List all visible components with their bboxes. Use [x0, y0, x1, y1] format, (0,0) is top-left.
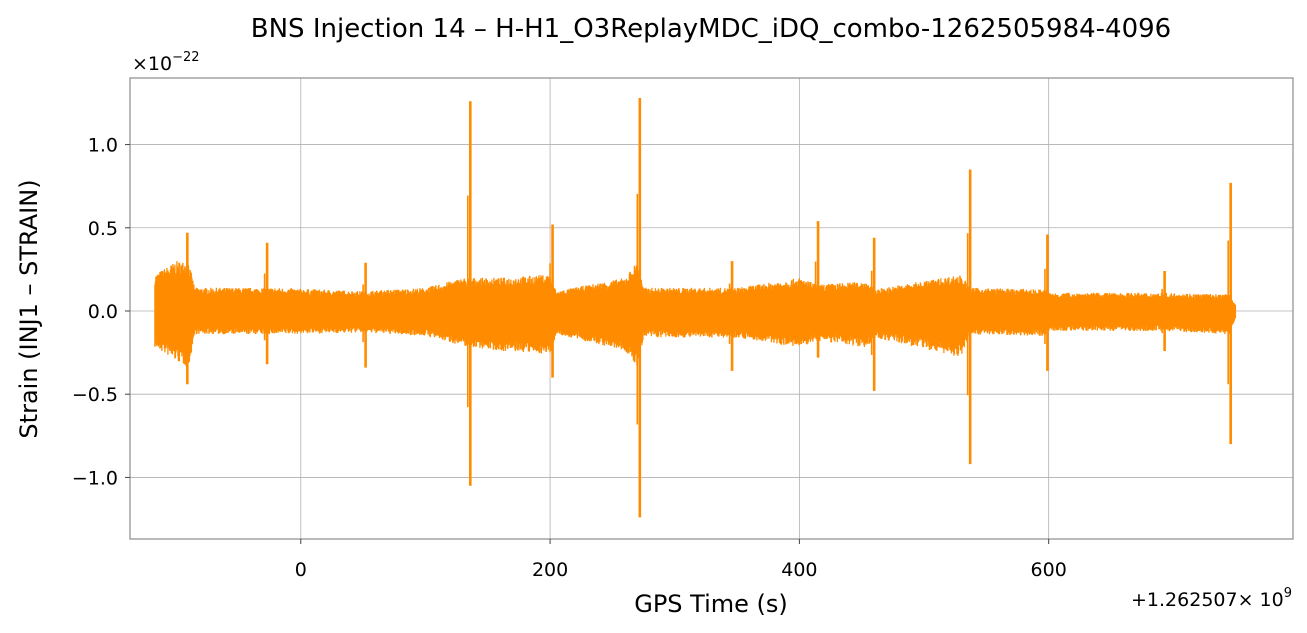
x-axis-label: GPS Time (s) — [634, 590, 788, 618]
ticks: 0 200 400 600 −1.0 −0.5 0.0 0.5 1.0 — [72, 135, 1067, 581]
chart-title: BNS Injection 14 – H-H1_O3ReplayMDC_iDQ_… — [251, 14, 1171, 44]
x-offset-label: +1.262507× 109 — [1131, 586, 1292, 611]
y-scale-multiplier: ×10−22 — [132, 50, 200, 75]
data-series — [154, 97, 1237, 518]
y-tick-label: −0.5 — [72, 384, 118, 406]
x-tick-label: 600 — [1031, 559, 1067, 581]
x-tick-label: 200 — [532, 559, 568, 581]
strain-series — [154, 261, 1237, 366]
y-axis-label: Strain (INJ1 – STRAIN) — [15, 179, 43, 438]
x-offset-value: +1.262507 — [1131, 589, 1238, 611]
x-tick-label: 0 — [295, 559, 307, 581]
y-tick-label: 1.0 — [88, 135, 118, 157]
y-tick-label: 0.5 — [88, 218, 118, 240]
x-tick-label: 400 — [781, 559, 817, 581]
y-tick-label: −1.0 — [72, 467, 118, 489]
y-tick-label: 0.0 — [88, 301, 118, 323]
y-scale-base: ×10 — [132, 53, 172, 75]
plot-frame — [129, 77, 1294, 540]
x-offset-exponent: 9 — [1284, 586, 1292, 601]
y-scale-exponent: −22 — [172, 50, 199, 65]
